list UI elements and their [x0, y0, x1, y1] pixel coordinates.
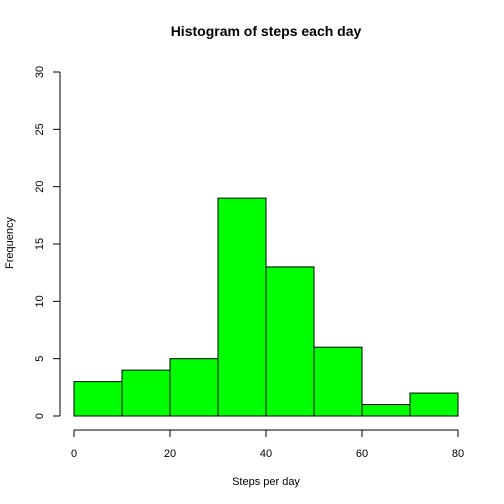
y-tick-label: 30: [34, 66, 46, 78]
histogram-bar-4: [265, 266, 315, 417]
x-tick-label: 60: [356, 448, 368, 460]
x-tick-label: 0: [71, 448, 77, 460]
y-tick-label: 10: [34, 295, 46, 307]
y-axis: 0 5 10 15 20 25 30: [34, 66, 61, 419]
y-tick-label: 5: [34, 356, 46, 362]
x-tick-label: 40: [260, 448, 272, 460]
x-axis-label: Steps per day: [232, 476, 300, 488]
x-tick-label: 20: [164, 448, 176, 460]
histogram-bar-0: [73, 381, 123, 417]
y-tick-label: 0: [34, 413, 46, 419]
histogram-bar-5: [313, 346, 363, 417]
y-tick-label: 15: [34, 238, 46, 250]
histogram-bar-1: [121, 369, 171, 417]
bars-group: [73, 197, 459, 417]
histogram-bar-2: [169, 358, 219, 417]
y-tick-label: 25: [34, 123, 46, 135]
histogram-bar-6: [361, 404, 411, 417]
y-tick-label: 20: [34, 181, 46, 193]
histogram-bar-7: [409, 392, 459, 417]
chart-title: Histogram of steps each day: [171, 23, 362, 39]
x-tick-label: 80: [452, 448, 464, 460]
histogram-bar-3: [217, 197, 267, 417]
y-axis-label: Frequency: [4, 217, 16, 269]
x-axis: 0 20 40 60 80: [71, 429, 464, 460]
